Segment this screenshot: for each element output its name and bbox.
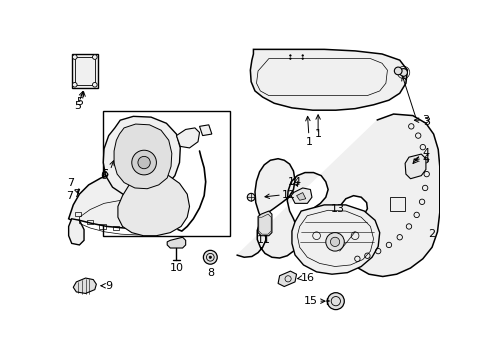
Circle shape xyxy=(327,293,344,310)
Text: 5: 5 xyxy=(74,101,81,111)
Polygon shape xyxy=(103,116,180,197)
Polygon shape xyxy=(258,211,272,236)
Text: 2: 2 xyxy=(428,229,435,239)
Polygon shape xyxy=(292,205,380,274)
Circle shape xyxy=(302,55,303,56)
Polygon shape xyxy=(167,237,186,248)
Polygon shape xyxy=(405,154,426,179)
Polygon shape xyxy=(199,125,212,136)
Polygon shape xyxy=(176,128,199,148)
Circle shape xyxy=(326,233,344,251)
Text: 9: 9 xyxy=(105,281,112,291)
Polygon shape xyxy=(278,271,296,287)
Circle shape xyxy=(209,256,212,258)
Polygon shape xyxy=(237,114,440,276)
Polygon shape xyxy=(69,172,187,228)
Text: 7: 7 xyxy=(73,189,80,199)
Polygon shape xyxy=(250,49,408,110)
Circle shape xyxy=(73,55,77,59)
Text: 14: 14 xyxy=(288,177,302,187)
Circle shape xyxy=(138,156,150,169)
Circle shape xyxy=(330,237,340,247)
Circle shape xyxy=(302,58,303,59)
Text: 6: 6 xyxy=(101,169,108,179)
Circle shape xyxy=(400,69,408,76)
Text: 4: 4 xyxy=(423,148,430,158)
Text: 7: 7 xyxy=(67,178,74,188)
Circle shape xyxy=(132,150,156,175)
Text: 16: 16 xyxy=(301,273,315,283)
Polygon shape xyxy=(102,111,230,236)
Polygon shape xyxy=(296,193,306,200)
Text: 3: 3 xyxy=(422,115,429,125)
Polygon shape xyxy=(72,54,98,88)
Circle shape xyxy=(93,82,97,87)
Circle shape xyxy=(93,55,97,59)
Polygon shape xyxy=(118,172,190,236)
Polygon shape xyxy=(291,188,312,203)
Polygon shape xyxy=(69,219,84,245)
Circle shape xyxy=(290,58,291,59)
Text: 7: 7 xyxy=(66,191,74,201)
Text: 8: 8 xyxy=(207,268,214,278)
Polygon shape xyxy=(74,278,97,293)
Polygon shape xyxy=(114,124,172,189)
Text: 6: 6 xyxy=(100,171,107,181)
Text: 5: 5 xyxy=(76,97,83,107)
Text: 13: 13 xyxy=(331,204,345,214)
Circle shape xyxy=(394,67,402,75)
Text: 6: 6 xyxy=(102,169,109,179)
Text: 12: 12 xyxy=(282,190,296,200)
Text: 4: 4 xyxy=(422,154,429,164)
Text: 15: 15 xyxy=(304,296,318,306)
Circle shape xyxy=(290,55,291,56)
Circle shape xyxy=(203,250,217,264)
Circle shape xyxy=(247,193,255,201)
Text: 11: 11 xyxy=(257,235,271,244)
Text: 3: 3 xyxy=(423,117,430,127)
Text: 10: 10 xyxy=(170,263,183,273)
Text: 1: 1 xyxy=(305,137,313,147)
Circle shape xyxy=(73,82,77,87)
Text: 1: 1 xyxy=(315,129,321,139)
